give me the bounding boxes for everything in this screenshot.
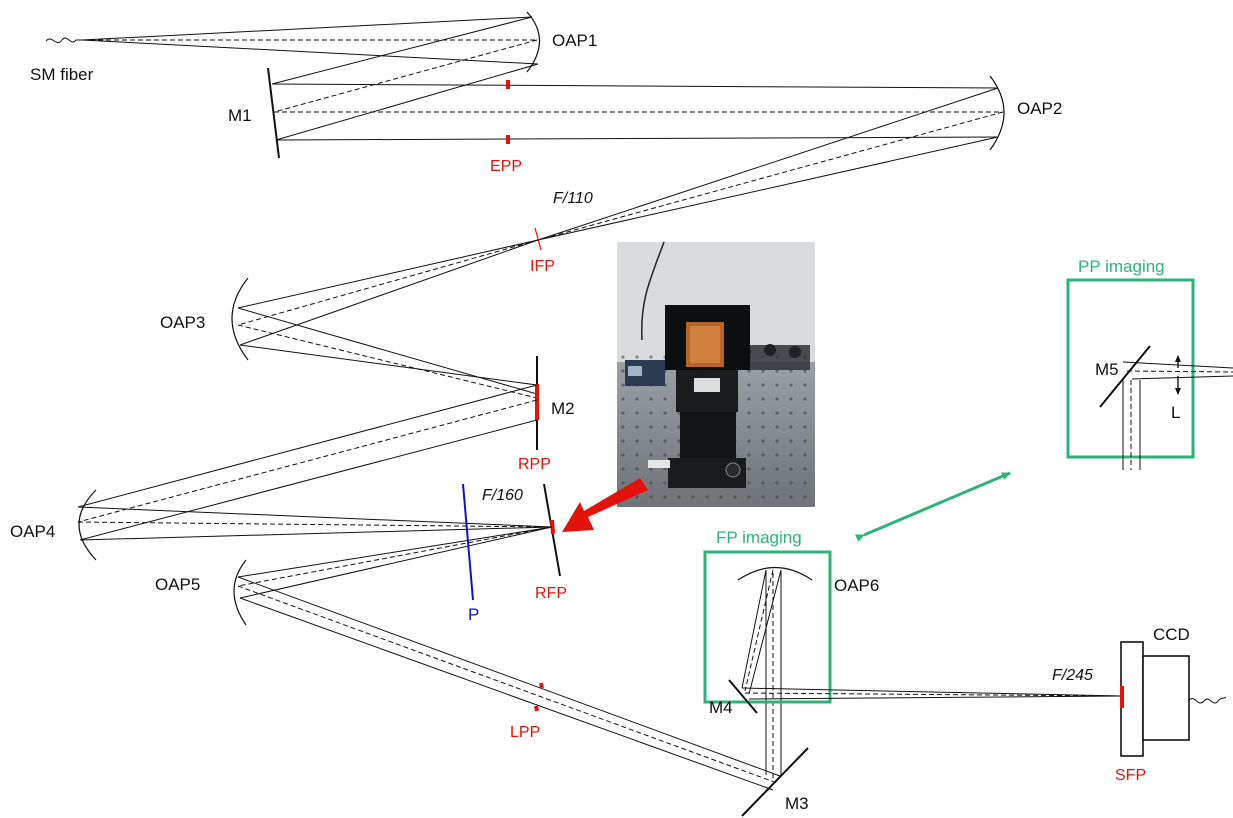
oap4-label: OAP4 (10, 522, 55, 541)
rfp-marker (550, 519, 555, 535)
f245-label: F/245 (1052, 667, 1093, 684)
oap3-mirror (231, 277, 249, 361)
intermediate-focus-section (231, 87, 1004, 450)
ifp-marker (534, 227, 542, 251)
oap1-label: OAP1 (552, 31, 597, 50)
rfp-label: RFP (535, 585, 567, 602)
oap2-mirror (989, 75, 1005, 151)
ccd-window (1120, 641, 1144, 757)
m3-label: M3 (785, 794, 809, 813)
pp-imaging-label: PP imaging (1078, 257, 1165, 276)
lpp-label: LPP (510, 724, 540, 741)
oap3-label: OAP3 (160, 313, 205, 332)
epp-label: EPP (490, 158, 522, 175)
m1-mirror (267, 67, 280, 159)
sfp-label: SFP (1115, 767, 1146, 784)
module-swap-arrow (855, 471, 1011, 542)
sm-fiber-squiggle (45, 37, 82, 44)
lyot-pupil-section (237, 570, 809, 817)
f160-label: F/160 (482, 487, 523, 504)
oap6-mirror (737, 566, 813, 581)
m3-mirror (741, 747, 809, 817)
polarizer-label: P (468, 605, 479, 624)
oap5-mirror (233, 559, 247, 626)
m5-mirror (1099, 345, 1151, 408)
lpp-marker-top (539, 682, 544, 689)
fp-imaging-box (703, 550, 832, 704)
ccd-body (1142, 655, 1190, 741)
pointer-arrow (562, 478, 648, 532)
ccd-label: CCD (1153, 625, 1190, 644)
pp-imaging-module (1066, 278, 1233, 470)
lab-bench-photo (617, 241, 815, 507)
oap4-mirror (78, 489, 97, 561)
m5-label: M5 (1095, 360, 1119, 379)
ccd-cable (1188, 696, 1227, 704)
fiber-input-section (45, 11, 1005, 159)
oap5-label: OAP5 (155, 575, 200, 594)
fp-imaging-module (703, 550, 832, 714)
polarizer (462, 483, 474, 601)
fp-imaging-label: FP imaging (716, 528, 802, 547)
sm-fiber-label: SM fiber (30, 65, 94, 84)
reflective-focal-plane-section (77, 384, 561, 626)
f110-label: F/110 (553, 190, 593, 207)
oap6-label: OAP6 (834, 576, 879, 595)
rpp-label: RPP (518, 456, 551, 473)
m1-label: M1 (228, 106, 252, 125)
m2-label: M2 (551, 399, 575, 418)
lpp-marker-bottom (534, 705, 539, 712)
m4-mirror (728, 679, 758, 714)
m4-label: M4 (709, 698, 733, 717)
lens-label: L (1171, 403, 1180, 422)
oap2-label: OAP2 (1017, 99, 1062, 118)
ifp-label: IFP (530, 258, 555, 275)
science-focal-plane-section (741, 641, 1227, 757)
